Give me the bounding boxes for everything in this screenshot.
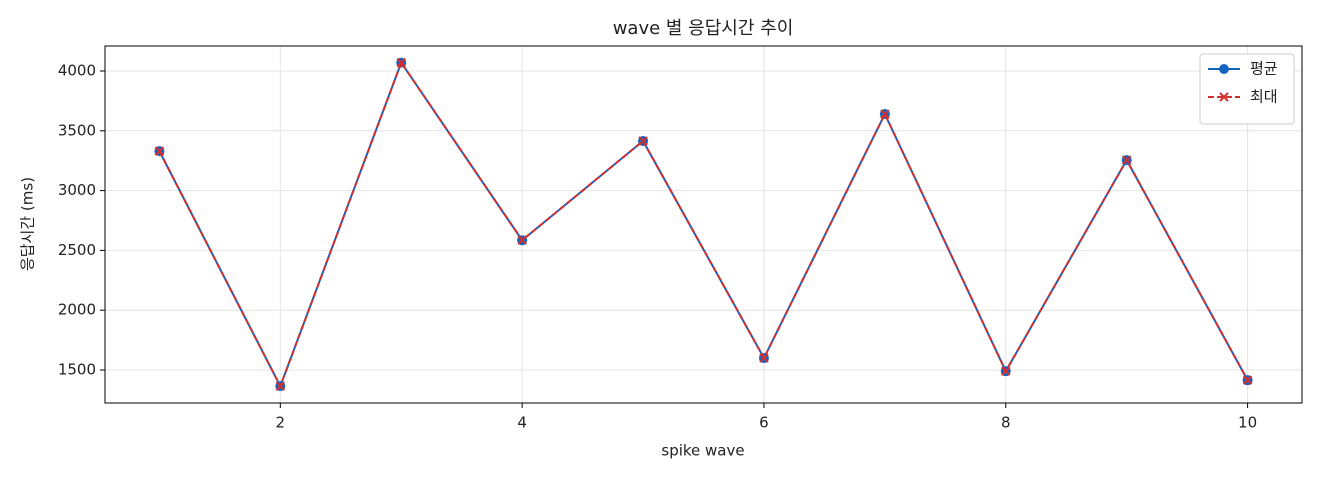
marker: [1219, 92, 1229, 102]
plot-frame: [104, 45, 1303, 404]
marker: [759, 353, 769, 363]
y-tick-label: 2500: [58, 241, 96, 259]
marker: [1242, 375, 1253, 385]
marker: [638, 136, 648, 146]
series-line: [158, 60, 1249, 389]
marker: [1219, 64, 1229, 74]
legend-label: 평균: [1250, 60, 1278, 78]
x-axis-label: spike wave: [661, 442, 744, 460]
y-axis-label: 응답시간 (ms): [19, 177, 37, 271]
marker: [275, 381, 286, 391]
series-line: [158, 60, 1249, 389]
x-tick-label: 4: [517, 414, 527, 432]
legend-label: 최대: [1250, 88, 1278, 106]
marker: [880, 109, 890, 119]
marker: [154, 146, 165, 156]
legend-box: [1199, 53, 1295, 125]
y-tick-label: 2000: [58, 301, 96, 319]
marker: [1001, 366, 1011, 376]
y-tick-label: 1500: [58, 360, 96, 378]
marker: [517, 235, 527, 245]
marker: [1121, 155, 1132, 165]
chart-title: wave 별 응답시간 추이: [613, 18, 794, 39]
x-tick-label: 2: [276, 414, 286, 432]
marker: [396, 57, 406, 68]
x-tick-label: 6: [759, 414, 769, 432]
y-tick-label: 3000: [58, 181, 96, 199]
x-tick-label: 8: [1001, 414, 1011, 432]
x-tick-label: 10: [1238, 414, 1257, 432]
y-tick-label: 3500: [58, 121, 96, 139]
y-tick-label: 4000: [58, 61, 96, 79]
